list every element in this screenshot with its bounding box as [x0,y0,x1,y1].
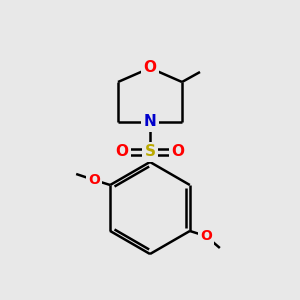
Text: O: O [116,145,128,160]
Text: N: N [144,115,156,130]
Text: O: O [200,229,212,243]
Text: O: O [172,145,184,160]
Text: S: S [145,145,155,160]
Text: O: O [88,173,100,187]
Text: O: O [143,61,157,76]
